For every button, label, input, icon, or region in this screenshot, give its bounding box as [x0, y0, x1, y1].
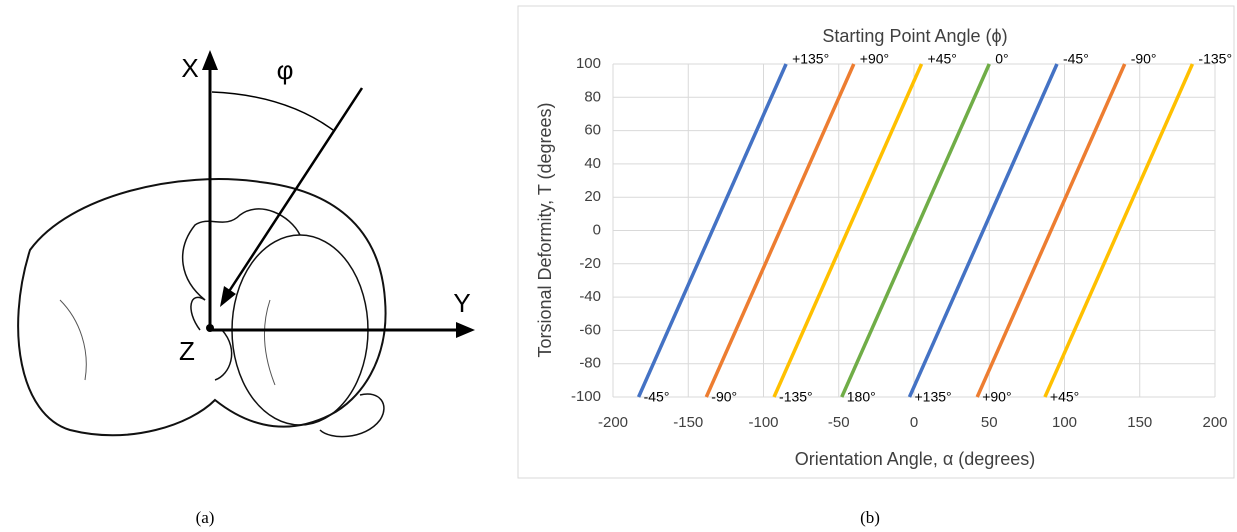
- point-label: -45°: [1063, 51, 1089, 67]
- point-label: -90°: [711, 389, 737, 405]
- point-label: +45°: [1050, 389, 1079, 405]
- point-label: +90°: [860, 51, 889, 67]
- x-tick-label: 200: [1202, 414, 1227, 431]
- caption: (a): [196, 508, 215, 527]
- x-tick-label: 0: [910, 414, 918, 431]
- origin-label: Z: [179, 336, 195, 366]
- x-tick-label: 150: [1127, 414, 1152, 431]
- axes-diagram: [202, 50, 475, 338]
- y-axis-title: Torsional Deformity, T (degrees): [535, 102, 555, 357]
- y-tick-label: 60: [584, 122, 601, 139]
- x-tick-label: -50: [828, 414, 850, 431]
- y-axis-label: Y: [453, 288, 470, 318]
- x-tick-label: -150: [673, 414, 703, 431]
- chart-frame: [518, 6, 1234, 478]
- chart-title: Starting Point Angle (ϕ): [822, 26, 1007, 46]
- point-label: -90°: [1131, 51, 1157, 67]
- point-label: +135°: [914, 389, 951, 405]
- point-label: +90°: [982, 389, 1011, 405]
- x-axis-title: Orientation Angle, α (degrees): [795, 449, 1036, 469]
- point-label: +135°: [792, 51, 829, 67]
- y-tick-label: 20: [584, 188, 601, 205]
- y-tick-label: -20: [579, 255, 601, 272]
- point-label: +45°: [928, 51, 957, 67]
- y-tick-label: 0: [593, 221, 601, 238]
- x-tick-label: -200: [598, 414, 628, 431]
- x-tick-label: 50: [981, 414, 998, 431]
- y-tick-label: -80: [579, 355, 601, 372]
- caption: (b): [860, 508, 880, 527]
- y-tick-label: -60: [579, 321, 601, 338]
- point-label: 180°: [847, 389, 876, 405]
- y-tick-label: -40: [579, 288, 601, 305]
- y-tick-label: 40: [584, 155, 601, 172]
- x-tick-label: -100: [748, 414, 778, 431]
- bone-drawing: [18, 179, 385, 437]
- angle-label: φ: [277, 55, 294, 85]
- y-tick-label: 100: [576, 55, 601, 72]
- x-tick-label: 100: [1052, 414, 1077, 431]
- y-tick-label: 80: [584, 88, 601, 105]
- point-label: 0°: [995, 51, 1008, 67]
- figure: X Y Z φ (a) (b) Starting Point Angle (ϕ)…: [0, 0, 1237, 532]
- point-label: -135°: [779, 389, 813, 405]
- point-label: -45°: [644, 389, 670, 405]
- point-label: -135°: [1198, 51, 1232, 67]
- y-tick-label: -100: [571, 388, 601, 405]
- x-axis-label: X: [181, 53, 198, 83]
